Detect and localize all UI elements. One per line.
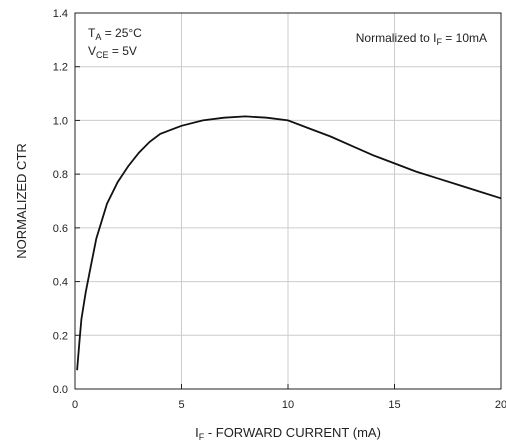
annotation-normalized-prefix: Normalized to I xyxy=(356,31,437,45)
y-tick-label: 1.0 xyxy=(53,115,68,127)
x-tick-label: 20 xyxy=(495,399,506,411)
annotation-normalized-text: = 10mA xyxy=(442,31,487,45)
x-tick-label: 10 xyxy=(282,399,294,411)
y-tick-label: 1.4 xyxy=(53,8,68,20)
annotation-vce: VCE = 5V xyxy=(88,44,137,60)
y-tick-label: 1.2 xyxy=(53,62,68,74)
annotation-vce-sub: CE xyxy=(96,50,109,60)
x-axis-label-sub: F xyxy=(199,432,205,442)
annotation-ta-text: = 25°C xyxy=(101,26,142,40)
x-axis-label-prefix: I xyxy=(195,425,199,440)
y-tick-label: 0.4 xyxy=(53,277,68,289)
x-tick-label: 5 xyxy=(178,399,184,411)
annotation-ta-sub: A xyxy=(95,32,101,42)
annotation-ta-prefix: T xyxy=(88,26,96,40)
y-tick-label: 0.6 xyxy=(53,223,68,235)
y-tick-label: 0.8 xyxy=(53,169,68,181)
x-axis-label: IF - FORWARD CURRENT (mA) xyxy=(195,425,381,442)
annotation-vce-prefix: V xyxy=(88,44,96,58)
y-axis-label: NORMALIZED CTR xyxy=(14,143,29,259)
annotation-ta: TA = 25°C xyxy=(88,26,142,42)
y-tick-label: 0.2 xyxy=(53,330,68,342)
grid xyxy=(75,13,501,389)
series-line xyxy=(76,115,502,371)
x-axis-label-text: - FORWARD CURRENT (mA) xyxy=(204,425,381,440)
ticks: 0 5 10 15 20 0.0 0.2 0.4 0.6 0.8 1.0 1.2 1.4 xyxy=(53,8,506,411)
x-tick-label: 0 xyxy=(72,399,78,411)
annotation-normalized-sub: F xyxy=(436,37,442,47)
annotation-vce-text: = 5V xyxy=(109,44,137,58)
annotation-normalized: Normalized to IF = 10mA xyxy=(356,31,487,47)
x-tick-label: 15 xyxy=(388,399,400,411)
y-tick-label: 0.0 xyxy=(53,384,68,396)
